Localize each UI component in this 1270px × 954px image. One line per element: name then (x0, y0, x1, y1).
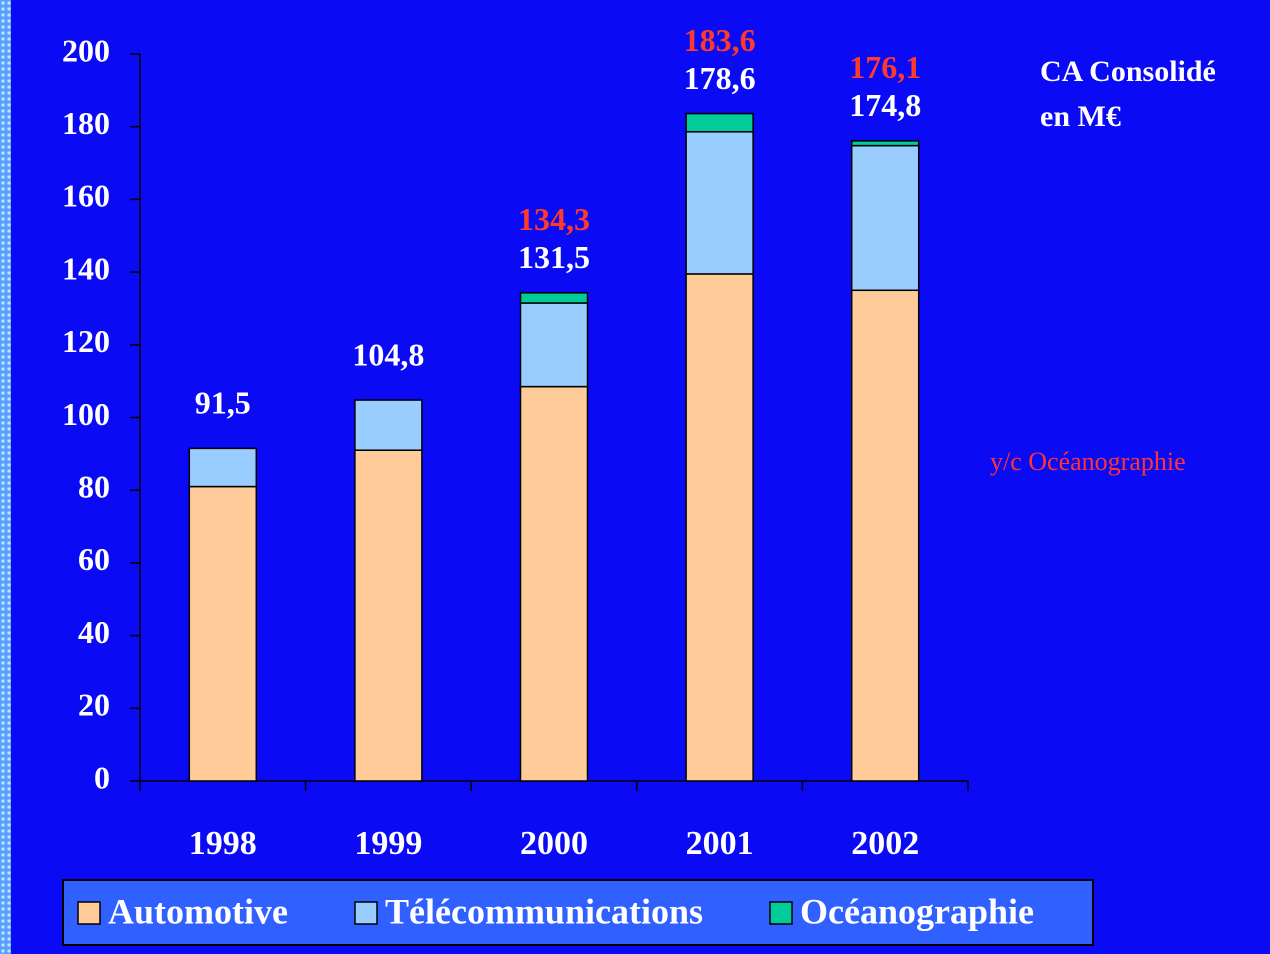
bar-segment (685, 273, 754, 782)
bar-segment (354, 449, 423, 782)
bar-segment (685, 131, 754, 275)
bar-segment (850, 289, 920, 782)
legend-box (62, 879, 1094, 946)
total-incl-label: 134,3 (518, 201, 590, 237)
legend-swatch (354, 901, 378, 925)
legend-label: Télécommunications (385, 891, 703, 931)
edge-strip (0, 0, 11, 954)
x-tick-label: 2001 (686, 825, 754, 862)
y-tick-label: 120 (62, 323, 110, 359)
total-label: 104,8 (352, 336, 424, 372)
bar-segment (188, 447, 258, 488)
legend-label: Océanographie (800, 891, 1034, 931)
legend-swatch (769, 901, 793, 925)
y-tick-label: 0 (94, 759, 110, 795)
total-label: 178,6 (684, 60, 756, 96)
y-tick-label: 80 (78, 469, 110, 505)
bar-segment (685, 112, 754, 133)
title: en M€ (1040, 100, 1121, 133)
bar-segment (850, 144, 920, 292)
bar-segment (519, 385, 589, 782)
x-tick-label: 2000 (520, 825, 588, 862)
y-tick-label: 140 (62, 250, 110, 286)
title: CA Consolidé (1040, 55, 1216, 88)
bar-segment (850, 140, 920, 147)
y-tick-label: 160 (62, 178, 110, 214)
y-tick-label: 60 (78, 541, 110, 577)
y-tick-label: 40 (78, 614, 110, 650)
bar-segment (519, 302, 589, 388)
y-tick-label: 180 (62, 105, 110, 141)
total-incl-label: 176,1 (849, 49, 921, 85)
y-tick-label: 20 (78, 687, 110, 723)
x-tick-label: 2002 (851, 825, 919, 862)
y-tick-label: 200 (62, 32, 110, 68)
x-tick-label: 1998 (189, 825, 257, 862)
y-tick-label: 100 (62, 396, 110, 432)
bar-segment (519, 292, 589, 304)
annotation: y/c Océanographie (990, 447, 1186, 476)
legend-swatch (77, 901, 101, 925)
total-incl-label: 183,6 (684, 22, 756, 58)
legend-label: Automotive (108, 891, 288, 931)
total-label: 91,5 (195, 385, 251, 421)
x-tick-label: 1999 (354, 825, 422, 862)
bar-segment (188, 485, 258, 782)
bar-segment (354, 399, 423, 451)
total-label: 174,8 (849, 87, 921, 123)
total-label: 131,5 (518, 239, 590, 275)
